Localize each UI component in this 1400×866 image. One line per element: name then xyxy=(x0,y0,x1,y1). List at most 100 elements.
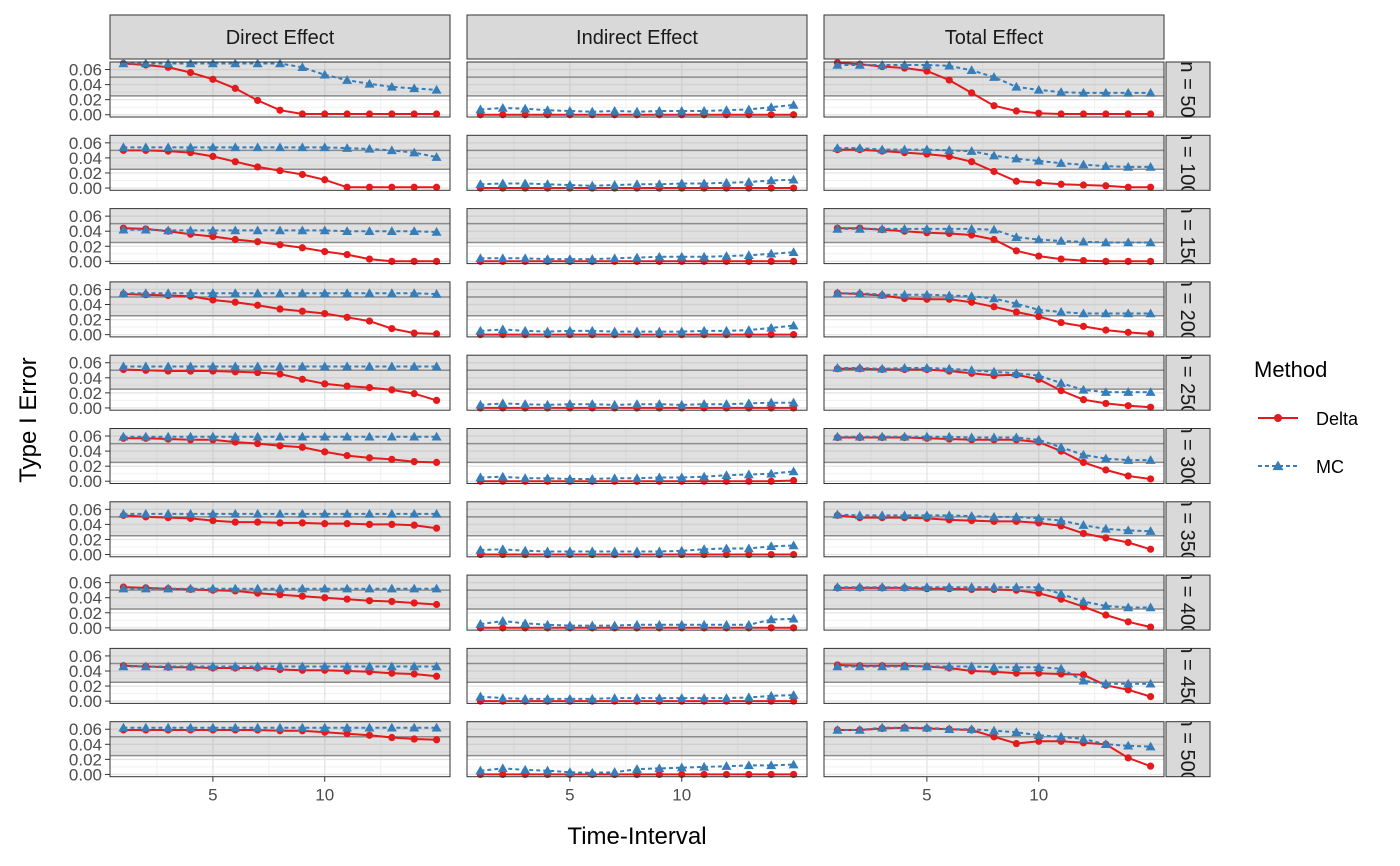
row-strip xyxy=(1165,501,1211,558)
data-point-mc xyxy=(118,142,129,152)
data-point-mc xyxy=(654,399,665,408)
data-point-mc xyxy=(386,81,397,91)
data-point-mc xyxy=(319,431,330,441)
data-point-delta xyxy=(365,454,374,462)
data-point-mc xyxy=(409,431,420,441)
data-point-mc xyxy=(118,224,129,234)
data-point-mc xyxy=(989,582,999,591)
data-point-delta xyxy=(276,106,284,114)
panel-border xyxy=(466,281,808,338)
data-point-delta xyxy=(209,232,217,241)
data-point-mc xyxy=(497,324,508,334)
panel xyxy=(109,354,451,411)
legend-title: Method xyxy=(1254,357,1327,382)
data-point-mc xyxy=(1078,734,1089,743)
data-point-delta xyxy=(1124,402,1132,410)
row-strip-label: n = 350 xyxy=(1176,496,1198,563)
data-point-delta xyxy=(321,110,329,118)
data-point-delta xyxy=(298,244,306,252)
data-point-mc xyxy=(409,361,420,371)
data-point-mc xyxy=(989,150,999,160)
data-point-mc xyxy=(721,761,732,770)
y-tick-label: 0.00 xyxy=(69,326,102,345)
data-point-mc xyxy=(1056,87,1067,96)
data-point-mc xyxy=(609,105,620,115)
data-point-mc xyxy=(475,691,486,701)
data-point-mc xyxy=(409,226,420,235)
data-point-mc xyxy=(520,693,531,703)
data-point-delta xyxy=(923,67,931,75)
panel xyxy=(109,574,451,631)
data-point-mc xyxy=(275,288,285,297)
data-point-delta xyxy=(388,386,396,394)
data-point-mc xyxy=(207,661,218,671)
y-tick-label: 0.04 xyxy=(69,662,102,681)
data-point-mc xyxy=(877,223,888,233)
data-point-mc xyxy=(342,361,353,371)
data-point-delta xyxy=(1012,247,1020,255)
data-point-mc xyxy=(230,225,241,235)
data-point-mc xyxy=(230,142,241,152)
data-point-mc xyxy=(766,760,777,770)
data-point-mc xyxy=(1145,678,1156,688)
data-point-delta xyxy=(254,368,262,377)
data-point-mc xyxy=(654,763,665,773)
data-point-mc xyxy=(163,661,174,671)
data-point-mc xyxy=(921,722,932,732)
data-point-delta xyxy=(186,68,195,77)
data-point-mc xyxy=(832,724,843,734)
data-point-mc xyxy=(899,510,910,520)
data-point-mc xyxy=(766,541,777,551)
data-point-mc xyxy=(832,661,843,671)
data-point-mc xyxy=(676,105,687,115)
y-tick-label: 0.02 xyxy=(69,164,102,183)
data-point-mc xyxy=(409,288,420,297)
data-point-mc xyxy=(676,251,687,261)
data-point-delta xyxy=(1079,256,1088,265)
data-point-mc xyxy=(1011,153,1022,163)
data-point-delta xyxy=(321,380,329,388)
y-tick-label: 0.04 xyxy=(69,296,102,315)
data-point-delta xyxy=(1102,611,1110,619)
data-point-mc xyxy=(1123,308,1134,318)
legend-item-label: Delta xyxy=(1316,409,1359,429)
data-point-delta xyxy=(343,250,351,259)
data-point-mc xyxy=(252,583,263,593)
data-point-mc xyxy=(542,546,553,556)
data-point-mc xyxy=(1123,678,1134,688)
panel-border xyxy=(109,61,451,118)
data-point-mc xyxy=(788,466,799,476)
data-point-mc xyxy=(966,223,977,233)
panel xyxy=(109,721,451,778)
y-axis-title: Type I Error xyxy=(15,357,42,482)
data-point-delta xyxy=(432,396,441,405)
reference-band-group xyxy=(467,501,807,537)
data-point-delta xyxy=(1102,466,1110,474)
legend-items: Delta MC xyxy=(1258,409,1359,477)
row-strip xyxy=(1165,428,1211,484)
data-point-mc xyxy=(542,473,553,482)
panel-border xyxy=(823,721,1165,778)
data-point-mc xyxy=(163,722,174,732)
panel xyxy=(823,208,1165,265)
data-point-mc xyxy=(1033,434,1044,444)
y-tick-label: 0.04 xyxy=(69,589,102,608)
data-point-delta xyxy=(231,84,239,92)
column-strip xyxy=(466,14,808,60)
data-point-mc xyxy=(1078,449,1089,459)
data-point-mc xyxy=(163,225,174,235)
data-point-mc xyxy=(185,722,196,732)
reference-band xyxy=(467,648,807,683)
data-point-mc xyxy=(140,224,151,234)
data-point-delta xyxy=(432,183,441,191)
x-tick-label: 10 xyxy=(672,786,691,805)
reference-band xyxy=(467,501,807,536)
y-tick-label: 0.02 xyxy=(69,237,102,256)
data-point-mc xyxy=(542,254,553,263)
data-point-mc xyxy=(342,661,353,671)
data-point-mc xyxy=(297,142,308,152)
y-tick-label: 0.00 xyxy=(69,546,102,565)
data-point-mc xyxy=(564,693,575,703)
data-point-mc xyxy=(185,508,196,518)
row-strip xyxy=(1165,281,1211,338)
